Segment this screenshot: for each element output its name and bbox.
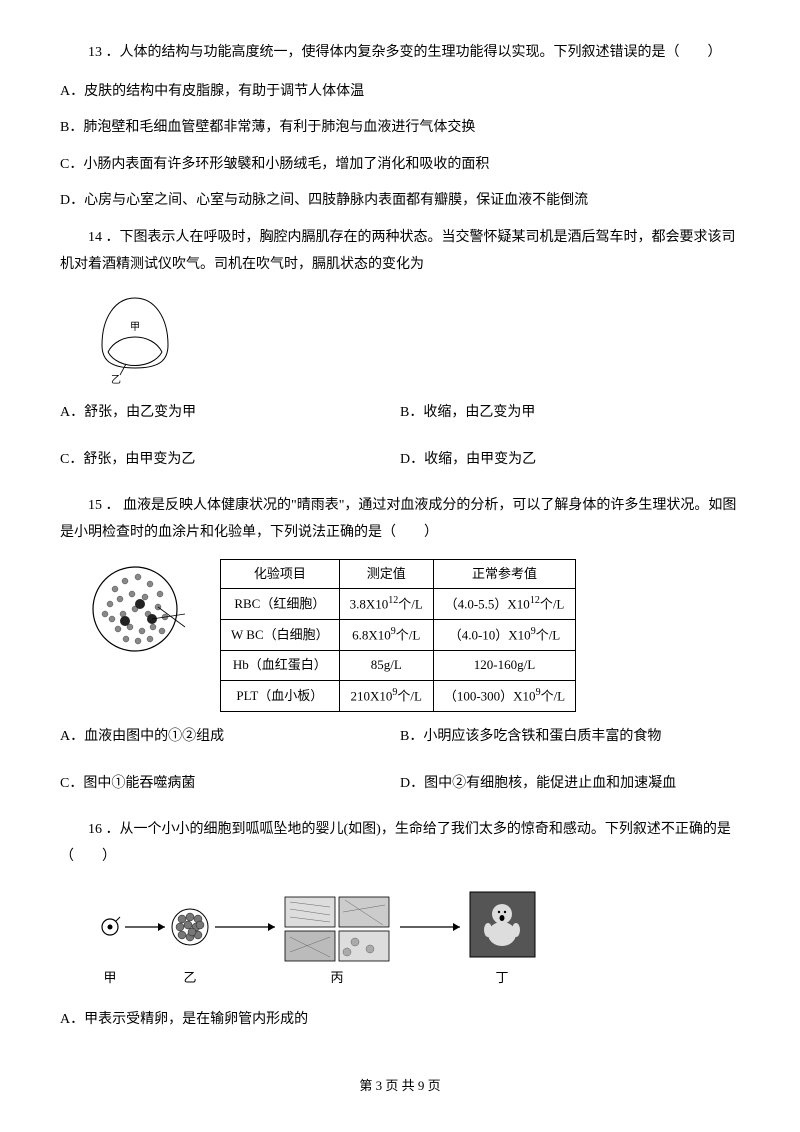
q14-stem: 14 ．下图表示人在呼吸时，胸腔内膈肌存在的两种状态。当交警怀疑某司机是酒后驾车… (60, 225, 740, 278)
q16-label-bing: 丙 (330, 970, 343, 985)
table-row: Hb（血红蛋白） 85g/L 120-160g/L (221, 651, 576, 681)
q14-diaphragm-diagram: 甲 乙 (90, 290, 740, 385)
table-cell: （4.0-10）X109个/L (433, 620, 575, 651)
q15-option-d: D．图中②有细胞核，能促进止血和加速凝血 (400, 771, 740, 798)
q14-label-jia: 甲 (130, 322, 140, 333)
table-row: PLT（血小板） 210X109个/L （100-300）X109个/L (221, 680, 576, 711)
table-header: 正常参考值 (433, 559, 575, 589)
q16-development-diagram: 甲 乙 (90, 882, 740, 992)
q13-option-d: D．心房与心室之间、心室与动脉之间、四肢静脉内表面都有瓣膜，保证血液不能倒流 (60, 188, 740, 215)
q15-option-a: A．血液由图中的①②组成 (60, 724, 400, 751)
table-cell: Hb（血红蛋白） (221, 651, 340, 681)
q16-label-ding: 丁 (495, 970, 508, 985)
q14-option-d: D．收缩，由甲变为乙 (400, 447, 740, 474)
table-cell: RBC（红细胞） (221, 589, 340, 620)
table-cell: PLT（血小板） (221, 680, 340, 711)
q13-stem: 13 ．人体的结构与功能高度统一，使得体内复杂多变的生理功能得以实现。下列叙述错… (60, 40, 740, 67)
page-footer: 第 3 页 共 9 页 (60, 1074, 740, 1099)
table-cell: 3.8X1012个/L (339, 589, 433, 620)
table-header: 化验项目 (221, 559, 340, 589)
table-cell: 120-160g/L (433, 651, 575, 681)
q15-lab-table: 化验项目 测定值 正常参考值 RBC（红细胞） 3.8X1012个/L （4.0… (220, 559, 576, 712)
table-row: W BC（白细胞） 6.8X109个/L （4.0-10）X109个/L (221, 620, 576, 651)
q16-label-jia: 甲 (103, 970, 116, 985)
table-header: 测定值 (339, 559, 433, 589)
q15-stem: 15 ． 血液是反映人体健康状况的"晴雨表"，通过对血液成分的分析，可以了解身体… (60, 493, 740, 546)
q14-option-b: B．收缩，由乙变为甲 (400, 400, 740, 427)
table-cell: （100-300）X109个/L (433, 680, 575, 711)
table-cell: W BC（白细胞） (221, 620, 340, 651)
q16-label-yi: 乙 (183, 970, 196, 985)
q13-option-b: B．肺泡壁和毛细血管壁都非常薄，有利于肺泡与血液进行气体交换 (60, 115, 740, 142)
table-cell: 210X109个/L (339, 680, 433, 711)
q14-option-c: C．舒张，由甲变为乙 (60, 447, 400, 474)
q13-option-a: A．皮肤的结构中有皮脂腺，有助于调节人体体温 (60, 79, 740, 106)
table-cell: 6.8X109个/L (339, 620, 433, 651)
q16-option-a: A．甲表示受精卵，是在输卵管内形成的 (60, 1007, 740, 1034)
q15-option-b: B．小明应该多吃含铁和蛋白质丰富的食物 (400, 724, 740, 751)
table-row: RBC（红细胞） 3.8X1012个/L （4.0-5.5）X1012个/L (221, 589, 576, 620)
q16-stem: 16 ．从一个小小的细胞到呱呱坠地的婴儿(如图)，生命给了我们太多的惊奇和感动。… (60, 817, 740, 870)
q13-option-c: C．小肠内表面有许多环形皱襞和小肠绒毛，增加了消化和吸收的面积 (60, 152, 740, 179)
q14-option-a: A．舒张，由乙变为甲 (60, 400, 400, 427)
table-cell: 85g/L (339, 651, 433, 681)
q15-blood-smear-diagram (90, 559, 190, 659)
q14-label-yi: 乙 (111, 374, 121, 385)
table-cell: （4.0-5.5）X1012个/L (433, 589, 575, 620)
q15-option-c: C．图中①能吞噬病菌 (60, 771, 400, 798)
